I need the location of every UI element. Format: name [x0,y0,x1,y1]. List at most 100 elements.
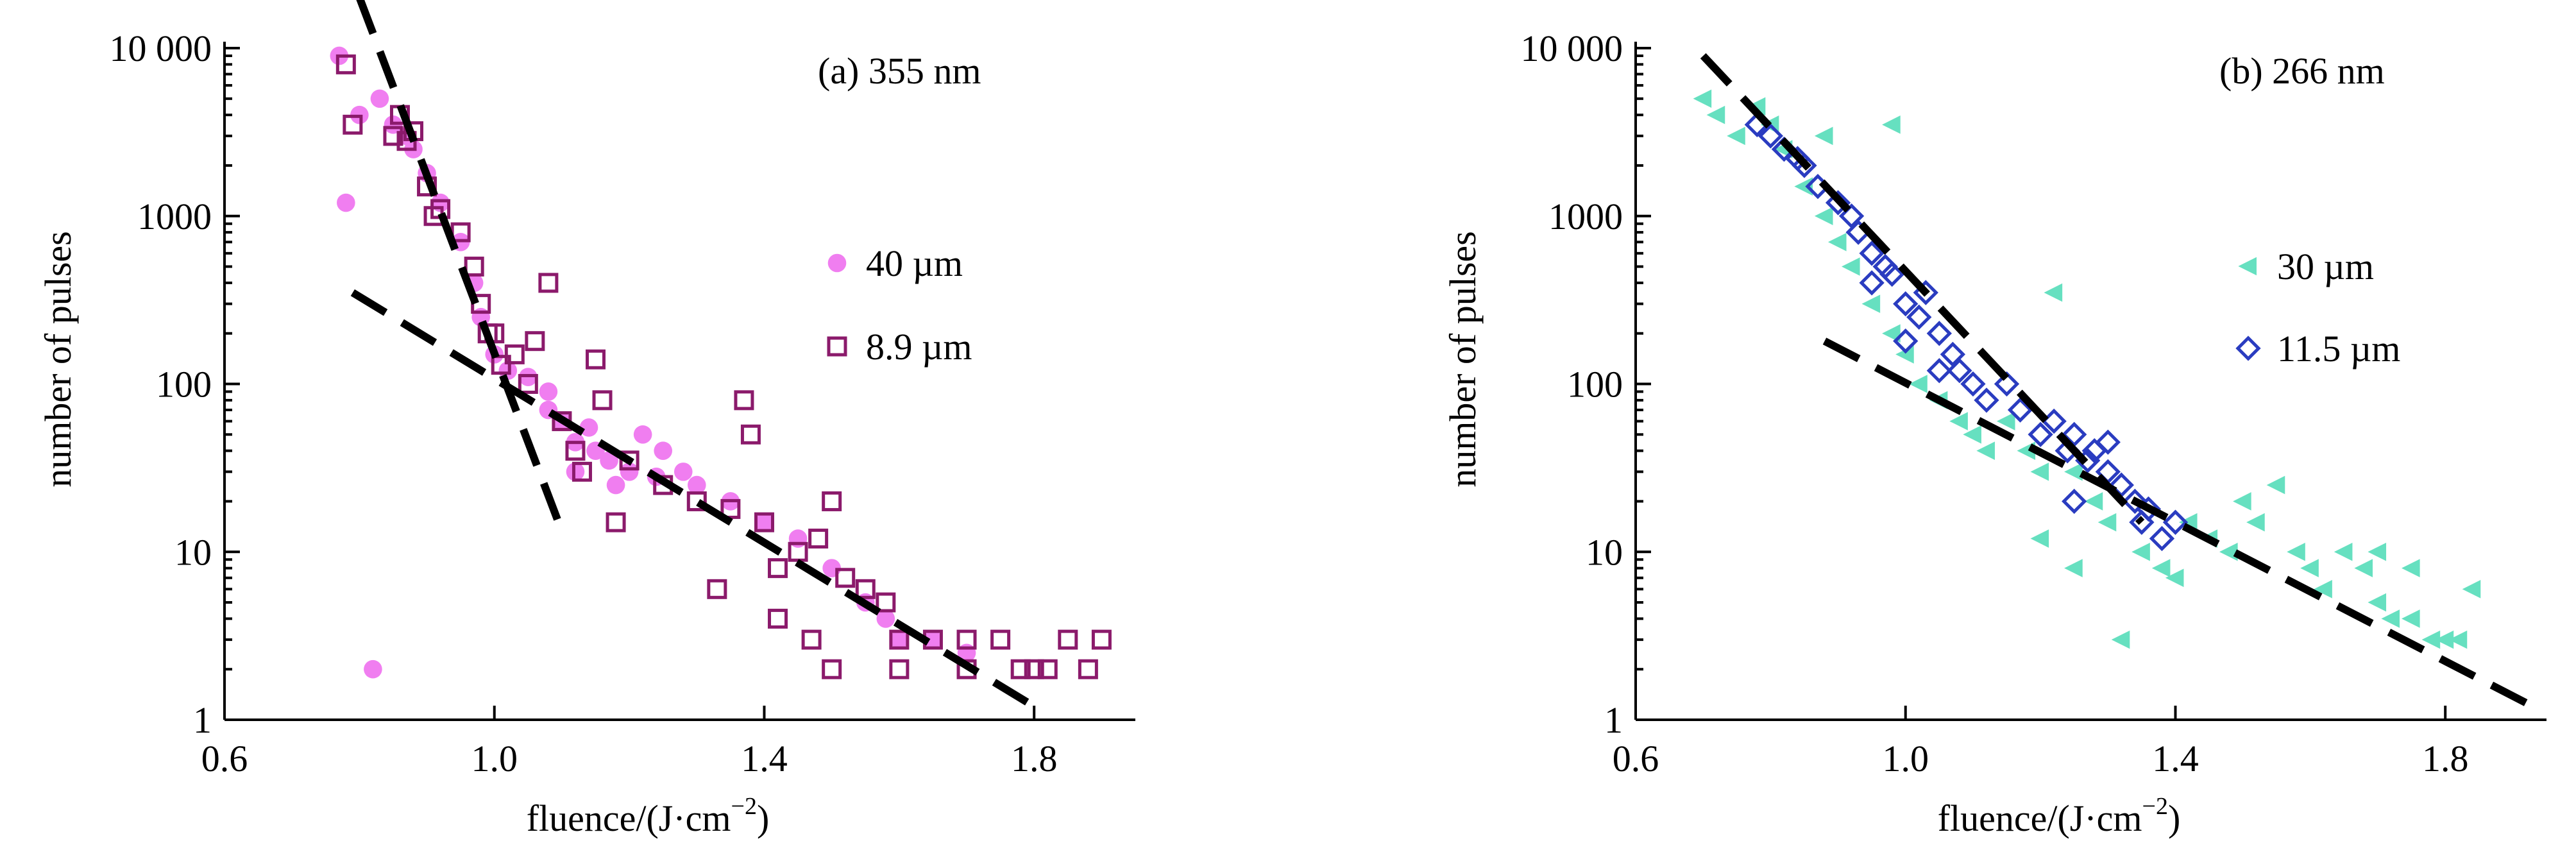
panel-b-series-0-point [1706,105,1725,124]
panel-b-series-0-point [1882,324,1901,343]
panel-b-series-0-point [2448,630,2468,649]
panel-a-series-1-point [1024,659,1044,679]
panel-b-series-0-point [2462,580,2481,599]
panel-b-series-0-point [2064,463,2083,481]
panel-a-xlabel-end: ) [757,797,769,839]
panel-a-fit-line [356,0,563,524]
panel-b-y-tick-label: 1 [1604,699,1623,741]
panel-b-series-1-point [1994,371,2020,397]
panel-a-series-1-point [822,659,842,679]
panel-b-series-0-point [2266,475,2285,495]
panel-a-series-1-point [754,512,774,532]
panel-b-legend-marker-0 [2238,257,2257,276]
panel-b-series-0-point [1841,257,1860,276]
panel-a-series-1-point [335,54,356,74]
panel-a-series-1-point [491,355,511,375]
panel-a-series-0-point [674,463,693,481]
panel-b-series-0-point [2131,542,2150,561]
panel-a-series-0-point [337,193,355,212]
panel-a-series-1-point [707,579,727,599]
panel-b-x-tick-label: 0.6 [1613,738,1659,779]
panel-a-series-1-point [768,608,788,629]
panel-a-series-0-point [755,513,774,532]
panel-b-series-1-point [1792,153,1817,178]
panel-b-series-0-point [1996,412,2015,430]
panel-b-series-1-point [2162,509,2189,535]
panel-b-series-0-point [2219,542,2238,561]
panel-b-series-1-point [1825,190,1851,216]
panel-b-legend-label-1: 11.5 µm [2277,328,2400,370]
panel-a-series-0-point [633,425,652,444]
panel-a-series-1-point [1078,659,1098,679]
panel-a-series-1-point [855,579,876,599]
panel-a-y-tick-label: 100 [156,364,212,405]
panel-a-series-0-point [876,609,895,628]
panel-b-series-1-point [2122,488,2148,514]
panel-b-series-0-point [1727,126,1745,146]
panel-b-series-1-point [2149,525,2175,552]
panel-b-legend-label-0: 30 µm [2277,246,2374,287]
panel-b-series-0-point [1882,115,1901,134]
panel-b-series-0-point [2111,630,2130,649]
panel-b-series-1-point [2095,429,2121,455]
panel-a-series-1-point [518,374,538,394]
panel-b-series-1-point [1940,341,1966,368]
panel-b-series-1-point [1758,123,1784,149]
panel-a-series-0-point [924,630,942,649]
panel-a-series-1-point [956,629,977,650]
panel-b-series-0-point [2334,542,2353,561]
panel-a-series-1-point [619,450,640,471]
panel-b-series-0-point [2314,580,2332,599]
panel-a-marks [330,46,1112,679]
panel-b-x-tick-label: 1.8 [2422,738,2469,779]
panel-a-x-tick-label: 1.8 [1011,738,1058,779]
panel-b-ylabel: number of pulses [1442,231,1484,488]
panel-a-series-1-point [1037,659,1058,679]
panel-b-series-0-point [2381,609,2400,628]
panel-a-y-tick-label: 1 [193,699,212,741]
panel-b-series-1-point [1926,321,1952,346]
panel-a-xlabel-sup: −2 [731,793,757,820]
panel-b-series-1-point [1906,304,1932,330]
panel-b-y-tick-label: 10 000 [1521,28,1623,69]
panel-b-x-tick-label: 1.4 [2152,738,2199,779]
panel-b-fit-lines [1700,53,2535,710]
panel-b-series-0-point [2368,542,2387,561]
panel-a-series-0-point [600,451,618,470]
panel-b-y-tick-label: 100 [1567,364,1623,405]
panel-b-series-1-point [2028,421,2053,447]
panel-b-series-0-point [2287,542,2305,561]
panel-a-series-1-point [1058,629,1078,650]
panel-a-series-1-point [990,629,1011,650]
panel-b-series-0-point [1693,89,1712,108]
panel-b-series-1-point [1838,203,1865,229]
panel-a-series-1-point [1091,629,1112,650]
panel-a-series-1-point [565,441,586,461]
panel-b-series-0-point [1747,97,1766,116]
panel-b-fit-line [1822,337,2535,710]
panel-a-x-tick-label: 0.6 [201,738,248,779]
panel-b-series-0-point [2097,513,2117,532]
panel-b-xlabel: fluence/(J·cm−2) [1938,793,2181,839]
panel-a-series-1-point [788,541,808,562]
panel-a-legend-label-1: 8.9 µm [866,326,972,368]
panel-a-series-1-point [343,114,363,135]
panel-b-series-0-point [1827,232,1847,251]
panel-a-ylabel: number of pulses [37,231,79,488]
panel-a-series-1-point [592,390,613,411]
panel-b-series-0-point [2402,609,2420,628]
panel-b-series-0-point [2368,593,2387,612]
panel-b-series-0-point [2165,568,2184,588]
panel-a-series-0-point [364,659,382,679]
panel-a-y-tick-label: 1000 [137,196,212,237]
panel-b-series-0-point [2246,513,2265,532]
panel-a-series-1-point [835,568,856,588]
panel-a-series-1-point [801,629,822,650]
panel-b-series-0-point [1909,375,1928,393]
panel-a-series-1-point [740,424,761,445]
panel-b-series-0-point [2402,559,2420,577]
panel-a-series-1-point [538,273,559,293]
panel-b-series-0-point [1814,207,1833,226]
panel-b-series-0-point [1814,126,1833,146]
